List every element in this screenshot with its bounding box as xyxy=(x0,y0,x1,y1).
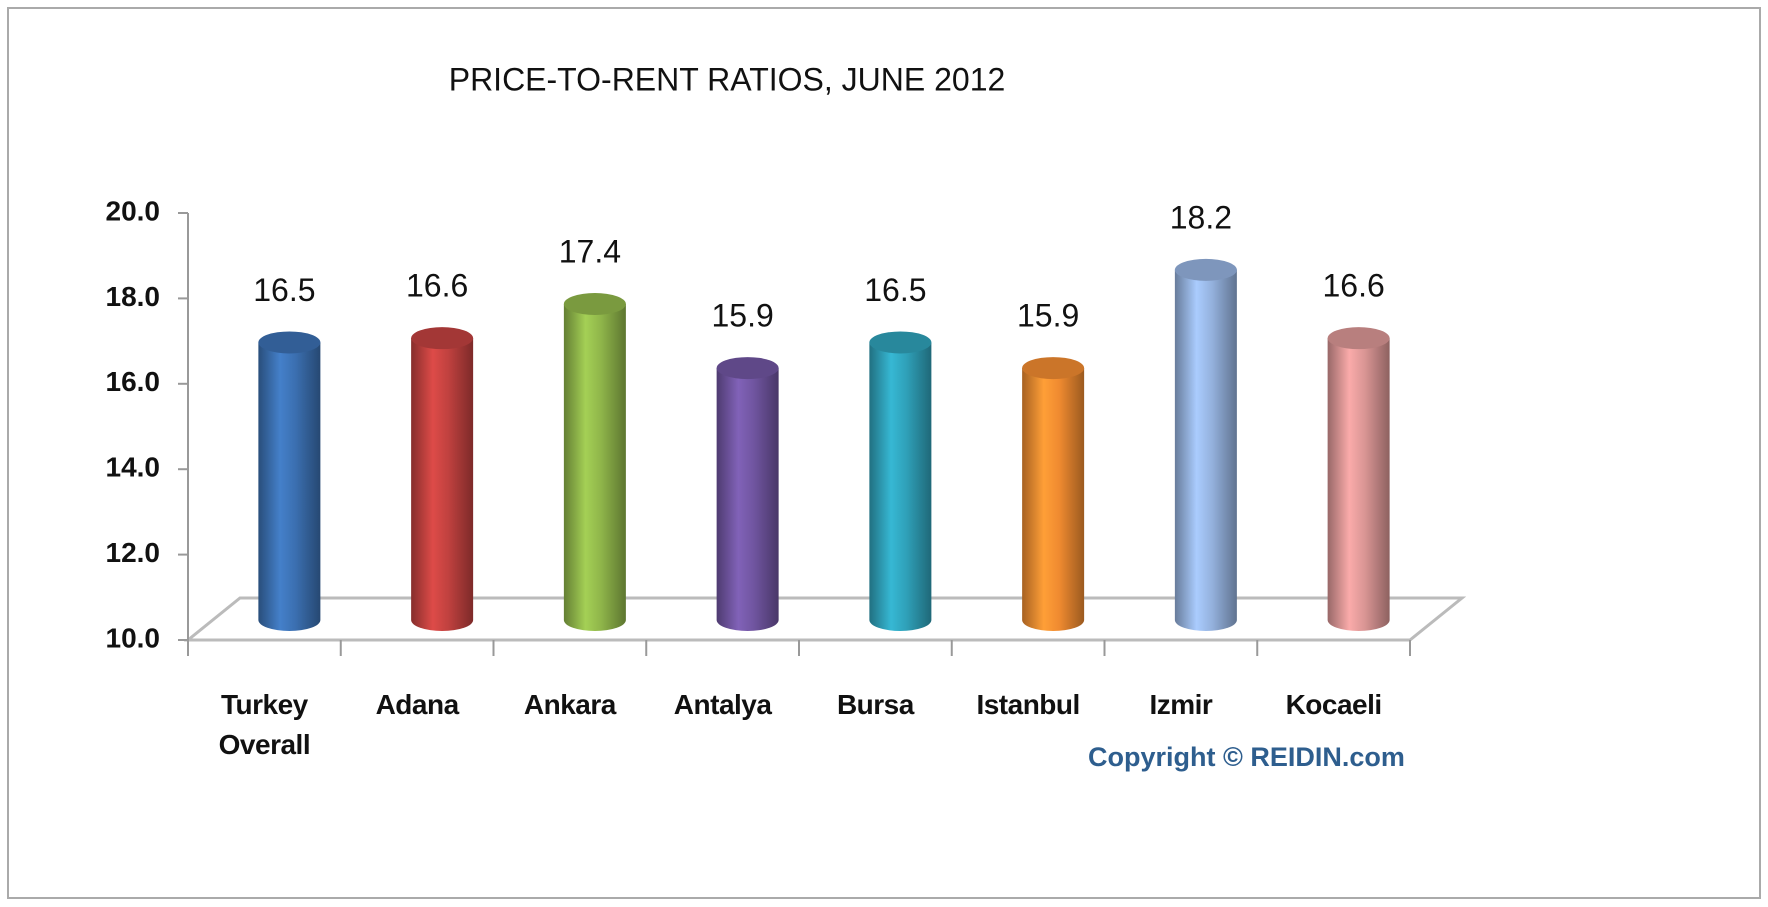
value-label: 15.9 xyxy=(1017,298,1079,334)
bar xyxy=(411,338,474,632)
bar-top xyxy=(1022,357,1085,380)
value-label: 16.6 xyxy=(1322,268,1384,304)
y-tick-label: 14.0 xyxy=(106,452,161,483)
value-label: 16.5 xyxy=(864,272,926,308)
value-label: 16.6 xyxy=(406,268,468,304)
bar-top xyxy=(563,293,626,316)
chart-title: PRICE-TO-RENT RATIOS, JUNE 2012 xyxy=(449,61,1006,97)
value-label: 17.4 xyxy=(559,233,621,269)
copyright: Copyright © REIDIN.com xyxy=(1088,742,1405,772)
bar-top xyxy=(716,357,779,380)
y-tick-label: 18.0 xyxy=(106,281,161,312)
y-tick-label: 16.0 xyxy=(106,366,161,397)
bar xyxy=(258,342,321,632)
x-tick-label: Turkey Overall xyxy=(218,689,311,760)
bar-top xyxy=(869,331,932,354)
x-tick-label: Bursa xyxy=(836,689,914,720)
bar xyxy=(716,368,779,631)
bar xyxy=(1022,368,1085,632)
y-tick-label: 10.0 xyxy=(106,622,161,653)
bar xyxy=(1174,269,1237,632)
value-label: 16.5 xyxy=(253,272,315,308)
bar xyxy=(869,342,932,632)
bar-top xyxy=(1327,327,1390,350)
bar-top xyxy=(1174,258,1237,281)
x-tick-label: Istanbul xyxy=(976,689,1080,720)
y-tick-label: 12.0 xyxy=(106,537,161,568)
bar xyxy=(563,304,626,632)
bar xyxy=(1327,338,1390,632)
x-tick-label: Kocaeli xyxy=(1285,689,1383,720)
value-label: 15.9 xyxy=(711,298,773,334)
x-tick-label: Adana xyxy=(375,689,460,720)
floor xyxy=(183,596,1467,642)
bar-top xyxy=(411,327,474,350)
x-tick-label: Izmir xyxy=(1149,689,1213,720)
y-tick-label: 20.0 xyxy=(106,195,161,226)
x-tick-label: Antalya xyxy=(673,689,772,720)
value-label: 18.2 xyxy=(1170,199,1232,235)
x-tick-label: Ankara xyxy=(523,689,616,720)
bar-top xyxy=(258,331,321,354)
